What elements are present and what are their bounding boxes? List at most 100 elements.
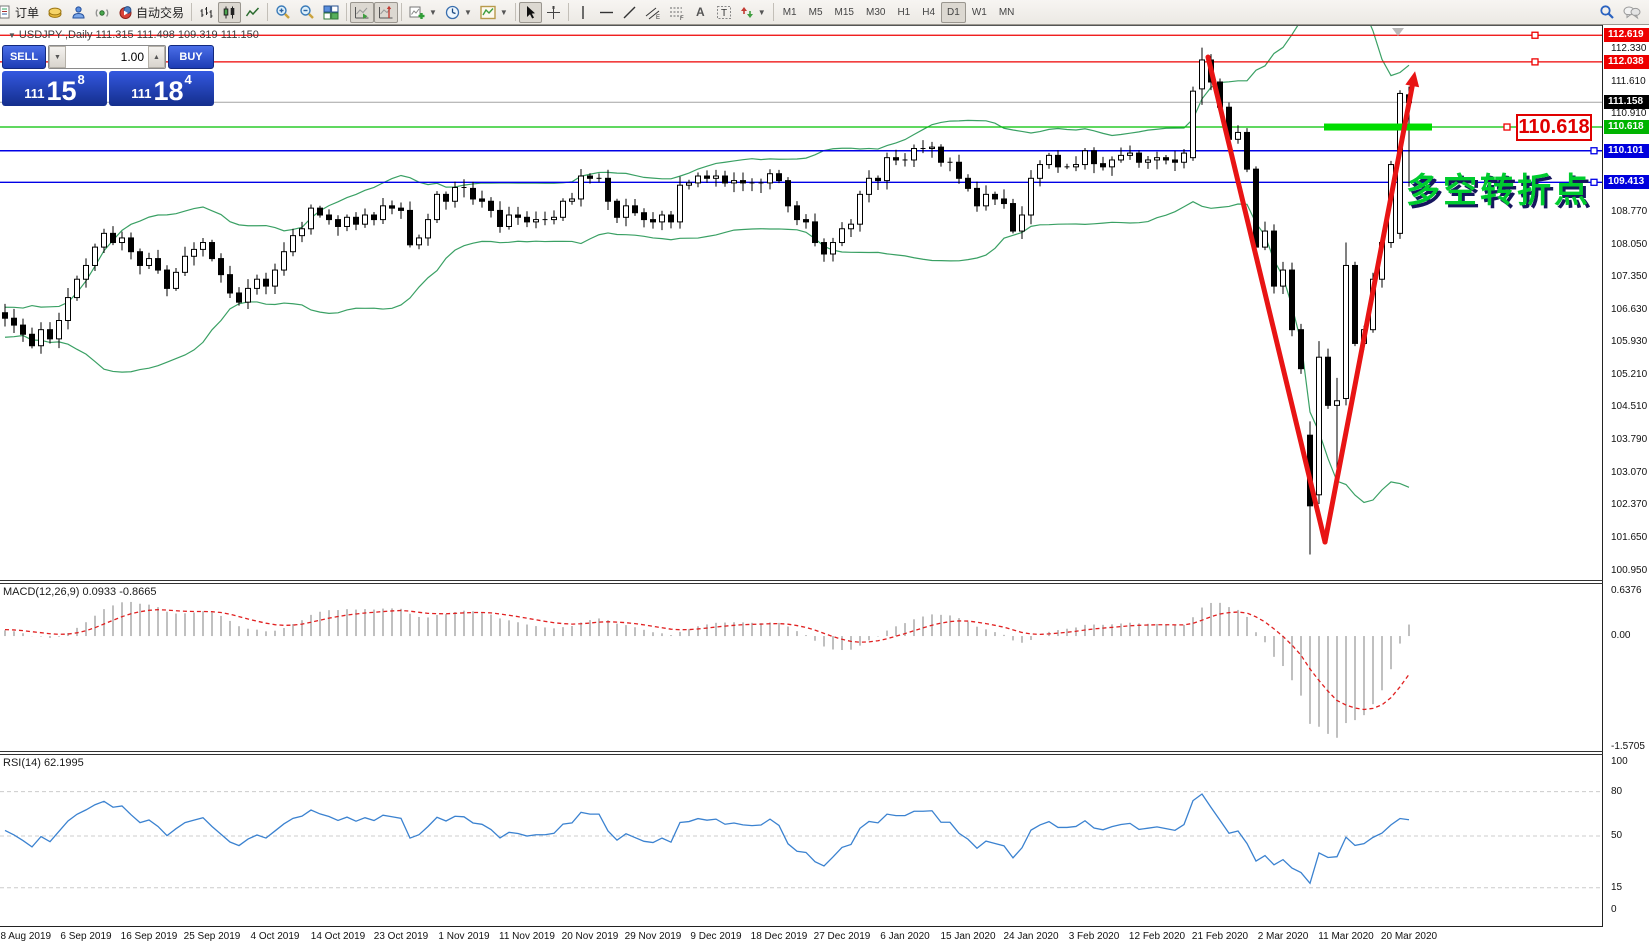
price-tick: 105.210 xyxy=(1611,369,1648,381)
arrows-tool[interactable]: ▼ xyxy=(736,2,770,23)
chat-icon xyxy=(1623,6,1641,19)
toolbar-separator xyxy=(401,3,403,21)
macd-scale-label: 0.6376 xyxy=(1611,585,1642,596)
buy-price-display[interactable]: 111 18 4 xyxy=(109,71,214,106)
tab-timeframe-h4[interactable]: H4 xyxy=(922,6,936,18)
autotrading-button[interactable]: 自动交易 xyxy=(114,2,188,23)
crosshair-icon xyxy=(546,5,560,19)
search-button[interactable] xyxy=(1595,2,1619,23)
svg-text:T: T xyxy=(721,8,727,19)
price-tag: 109.413 xyxy=(1604,175,1649,190)
tile-windows-button[interactable] xyxy=(319,2,343,23)
price-tick: 102.370 xyxy=(1611,499,1648,511)
tab-timeframe-m1[interactable]: M1 xyxy=(782,6,797,18)
volume-decrease-button[interactable]: ▼ xyxy=(49,46,66,68)
tab-timeframe-m15[interactable]: M15 xyxy=(834,6,854,18)
zoom-in-button[interactable] xyxy=(271,2,295,23)
toolbar-separator xyxy=(514,3,516,21)
price-axis[interactable]: 112.330 111.610 110.910 108.770 108.050 107.3… xyxy=(1603,25,1649,927)
turning-point-annotation[interactable]: 多空转折点 xyxy=(1406,172,1591,210)
new-order-button[interactable]: 订单 xyxy=(0,2,43,23)
arrows-icon xyxy=(740,6,753,18)
cursor-icon xyxy=(527,5,536,18)
chart-shift-button[interactable] xyxy=(374,1,399,23)
vertical-line-tool[interactable] xyxy=(572,2,595,23)
date-tick-label: 29 Nov 2019 xyxy=(624,931,682,942)
buy-price-sup: 4 xyxy=(184,72,192,87)
zoom-out-button[interactable] xyxy=(295,2,319,23)
rsi-scale-label: 15 xyxy=(1611,881,1623,893)
zoom-out-icon xyxy=(300,5,314,19)
price-tag: 111.158 xyxy=(1604,95,1649,110)
date-tick-label: 11 Nov 2019 xyxy=(499,931,555,942)
candlestick-chart-icon xyxy=(223,6,235,18)
buy-button[interactable]: BUY xyxy=(168,45,214,69)
sell-button[interactable]: SELL xyxy=(2,45,46,69)
chat-button[interactable] xyxy=(1619,2,1645,23)
toolbar-separator xyxy=(267,3,269,21)
price-tag: 110.618 xyxy=(1604,120,1649,135)
rsi-scale-label: 80 xyxy=(1611,785,1623,797)
fibonacci-tool[interactable]: F xyxy=(665,2,689,23)
text-tool[interactable]: A xyxy=(689,2,712,23)
date-tick-label: 15 Jan 2020 xyxy=(940,931,996,942)
chevron-down-icon: ▼ xyxy=(463,7,472,17)
volume-increase-button[interactable]: ▲ xyxy=(148,46,165,68)
terminal-button[interactable] xyxy=(90,2,114,23)
price-level-label[interactable]: 110.618 xyxy=(1516,114,1592,141)
date-tick-label: 3 Feb 2020 xyxy=(1068,931,1120,942)
periods-button[interactable]: ▼ xyxy=(441,2,476,23)
rsi-scale-label: 50 xyxy=(1611,830,1623,841)
equidistant-channel-tool[interactable]: E xyxy=(641,2,665,23)
date-tick-label: 11 Mar 2020 xyxy=(1318,931,1374,942)
market-watch-button[interactable] xyxy=(43,2,67,23)
new-chart-button[interactable]: ▼ xyxy=(405,2,441,23)
toolbar-separator xyxy=(191,3,193,21)
macd-window-label: MACD(12,26,9) 0.0933 -0.8665 xyxy=(3,586,157,598)
indicators-button[interactable]: ▼ xyxy=(476,2,512,23)
date-tick-label: 6 Sep 2019 xyxy=(60,931,112,942)
new-order-label: 订单 xyxy=(15,5,40,20)
price-tick: 110.910 xyxy=(1611,107,1647,119)
navigator-icon xyxy=(72,5,85,18)
tile-windows-icon xyxy=(323,5,339,19)
chart-title: ▼ USDJPY-,Daily 111.315 111.498 109.319 1… xyxy=(8,29,259,41)
sell-price-prefix: 111 xyxy=(24,86,45,101)
macd-scale-label: -1.5705 xyxy=(1611,741,1645,752)
one-click-trading-panel: SELL ▼ ▲ BUY 111 15 8 111 18 4 xyxy=(2,45,214,106)
volume-input[interactable] xyxy=(66,46,148,68)
sell-price-display[interactable]: 111 15 8 xyxy=(2,71,107,106)
navigator-button[interactable] xyxy=(67,2,90,23)
toolbar-separator xyxy=(567,3,569,21)
tab-timeframe-mn[interactable]: MN xyxy=(998,6,1015,18)
tab-timeframe-m30[interactable]: M30 xyxy=(865,6,886,18)
main-toolbar: 订单 自动交易 xyxy=(0,0,1649,25)
cursor-button[interactable] xyxy=(518,1,542,23)
price-tick: 107.350 xyxy=(1611,270,1648,282)
trendline-icon xyxy=(623,6,636,18)
price-tick: 106.630 xyxy=(1611,303,1648,315)
crosshair-button[interactable] xyxy=(542,2,565,23)
tab-timeframe-m5[interactable]: M5 xyxy=(808,6,823,18)
price-tick: 103.070 xyxy=(1611,467,1648,479)
volume-stepper: ▼ ▲ xyxy=(48,45,166,69)
date-tick-label: 12 Feb 2020 xyxy=(1128,931,1186,942)
tab-timeframe-h1[interactable]: H1 xyxy=(897,6,911,18)
price-tick: 105.930 xyxy=(1611,336,1648,348)
tab-timeframe-w1[interactable]: W1 xyxy=(971,6,987,18)
collapse-arrow-icon: ▼ xyxy=(8,31,16,40)
line-chart-button[interactable] xyxy=(241,2,264,23)
autotrading-icon xyxy=(119,5,132,19)
text-label-tool[interactable]: T xyxy=(712,2,736,23)
candlestick-chart-button[interactable] xyxy=(218,1,242,23)
date-tick-label: 2 Mar 2020 xyxy=(1257,931,1309,942)
horizontal-line-tool[interactable] xyxy=(595,2,618,23)
price-tick: 108.770 xyxy=(1611,205,1648,217)
bar-chart-button[interactable] xyxy=(195,2,218,23)
trendline-tool[interactable] xyxy=(618,2,641,23)
tab-timeframe-d1[interactable]: D1 xyxy=(941,1,966,23)
auto-scroll-button[interactable] xyxy=(350,1,375,23)
chart-title-text: USDJPY-,Daily 111.315 111.498 109.319 11… xyxy=(18,29,259,41)
price-tag: 110.101 xyxy=(1604,143,1649,158)
